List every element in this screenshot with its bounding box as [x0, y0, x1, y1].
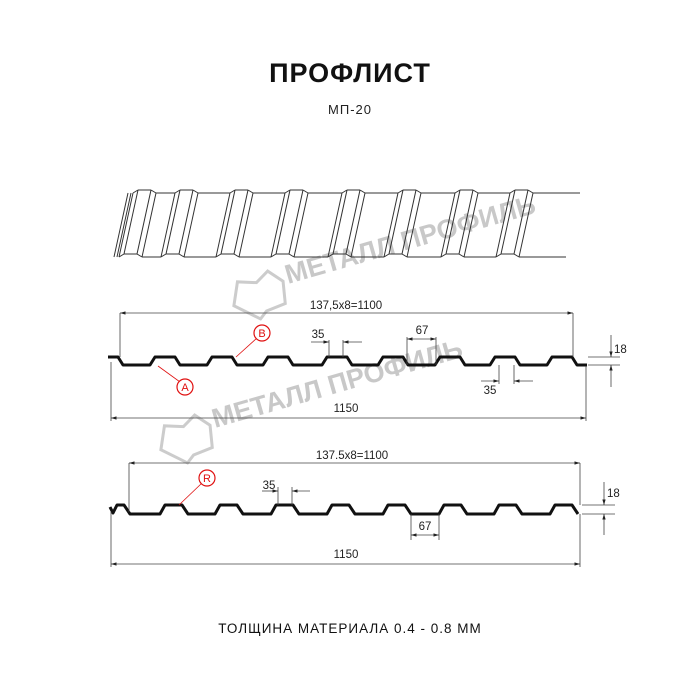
sheet-rib-line: [463, 192, 479, 258]
dim-crest-label: 35: [263, 480, 276, 492]
sheet-rib-line: [327, 253, 334, 258]
sheet-rib-line: [513, 189, 529, 255]
marker-b: B: [235, 324, 271, 358]
marker-r: R: [178, 469, 216, 506]
sheet-rib-line: [229, 189, 236, 194]
sheet-rib-line: [327, 192, 343, 258]
sheet-rib-line: [495, 253, 502, 258]
sheet-rib-line: [350, 192, 366, 258]
sheet-rib-line: [401, 189, 417, 255]
sheet-rib-line: [513, 253, 520, 258]
sheet-rib-line: [440, 253, 447, 258]
sheet-rib-line: [332, 189, 348, 255]
svg-text:B: B: [258, 328, 265, 340]
dim-gap-label: 67: [416, 325, 429, 337]
dim-gap-label: 67: [419, 521, 432, 533]
sheet-rib-line: [284, 189, 291, 194]
sheet-rib-line: [293, 192, 309, 258]
sheet-rib-line: [401, 253, 408, 258]
sheet-rib-line: [215, 253, 222, 258]
sheet-rib-line: [458, 189, 474, 255]
sheet-rib-line: [458, 253, 465, 258]
sheet-rib-line: [233, 189, 249, 255]
watermark-bottom: МЕТАЛЛ ПРОФИЛЬ: [159, 333, 466, 465]
sheet-rib-line: [383, 253, 390, 258]
sheet-rib-line: [160, 192, 176, 258]
sheet-rib-line: [454, 189, 461, 194]
sheet-rib-line: [113, 192, 129, 258]
svg-text:R: R: [203, 473, 211, 485]
sheet-rib-line: [220, 189, 236, 255]
sheet-rib-line: [178, 189, 194, 255]
material-thickness-note: ТОЛЩИНА МАТЕРИАЛА 0.4 - 0.8 ММ: [218, 621, 482, 636]
sheet-rib-line: [288, 253, 295, 258]
sheet-rib-line: [341, 189, 348, 194]
sheet-rib-line: [397, 189, 404, 194]
dim-height-label: 18: [614, 344, 627, 356]
watermark-text: МЕТАЛЛ ПРОФИЛЬ: [281, 189, 539, 289]
sheet-rib-line: [527, 189, 534, 194]
sheet-rib-line: [359, 189, 366, 194]
sheet-rib-line: [415, 189, 422, 194]
watermark-top: МЕТАЛЛ ПРОФИЛЬ: [232, 189, 539, 321]
sheet-rib-line: [215, 192, 231, 258]
sheet-rib-line: [118, 192, 134, 258]
sheet-rib-line: [183, 192, 199, 258]
sheet-rib-line: [406, 192, 422, 258]
sheet-rib-line: [116, 192, 132, 258]
sheet-rib-line: [288, 189, 304, 255]
sheet-rib-line: [150, 189, 157, 194]
sheet-rib-line: [132, 189, 139, 194]
sheet-rib-line: [275, 189, 291, 255]
sheet-rib-line: [123, 189, 139, 255]
sheet-rib-line: [445, 189, 461, 255]
sheet-rib-line: [495, 192, 511, 258]
sheet-rib-line: [174, 189, 181, 194]
page-title: ПРОФЛИСТ: [269, 58, 431, 88]
sheet-rib-line: [472, 189, 479, 194]
dim-width-label: 1150: [334, 549, 359, 561]
sheet-rib-line: [165, 189, 181, 255]
marker-a: A: [157, 365, 194, 396]
sheet-rib-line: [247, 189, 254, 194]
sheet-rib-line: [118, 253, 125, 258]
sheet-rib-line: [270, 192, 286, 258]
dim-pitch-label: 137.5x8=1100: [316, 450, 388, 462]
watermark-text: МЕТАЛЛ ПРОФИЛЬ: [208, 333, 466, 433]
sheet-rib-line: [141, 192, 157, 258]
dim-pitch-label: 137,5x8=1100: [310, 300, 382, 312]
sheet-rib-line: [136, 189, 152, 255]
sheet-rib-line: [345, 253, 352, 258]
sheet-3d-view: [113, 189, 580, 258]
profile-a: 137,5x8=1100 1150 35 67 35 18 A B: [108, 300, 627, 421]
dim-crest-label: 35: [312, 329, 325, 341]
sheet-rib-line: [136, 253, 143, 258]
sheet-rib-line: [383, 192, 399, 258]
sheet-rib-line: [233, 253, 240, 258]
svg-text:A: A: [181, 382, 189, 394]
sheet-rib-line: [345, 189, 361, 255]
sheet-rib-line: [388, 189, 404, 255]
sheet-rib-line: [440, 192, 456, 258]
sheet-rib-line: [500, 189, 516, 255]
page-subtitle: МП-20: [328, 102, 372, 117]
sheet-rib-line: [178, 253, 185, 258]
sheet-rib-line: [302, 189, 309, 194]
sheet-rib-line: [192, 189, 199, 194]
sheet-rib-line: [518, 192, 534, 258]
dim-trough-label: 35: [484, 385, 497, 397]
sheet-rib-line: [509, 189, 516, 194]
sheet-rib-line: [160, 253, 167, 258]
profile-a-outline: [108, 355, 587, 367]
dim-width-label: 1150: [334, 403, 359, 415]
sheet-rib-line: [270, 253, 277, 258]
sheet-rib-line: [238, 192, 254, 258]
profile-b: 137.5x8=1100 1150 35 67 18 R: [108, 450, 620, 567]
profile-b-outline: [108, 503, 580, 516]
dim-height-label: 18: [607, 488, 620, 500]
